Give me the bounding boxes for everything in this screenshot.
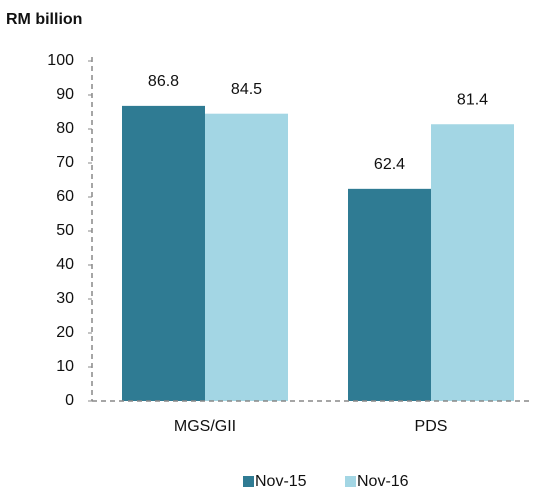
data-label: 86.8 — [148, 73, 179, 90]
bar — [205, 113, 288, 401]
x-tick-label: PDS — [415, 418, 448, 435]
bar — [122, 105, 205, 401]
data-label: 84.5 — [231, 81, 262, 98]
y-tick-label: 90 — [56, 86, 74, 103]
data-label: 81.4 — [457, 91, 488, 108]
legend-label: Nov-16 — [357, 473, 409, 490]
legend-label: Nov-15 — [255, 473, 307, 490]
y-tick-label: 70 — [56, 154, 74, 171]
data-label: 62.4 — [374, 156, 405, 173]
y-tick-label: 100 — [47, 52, 74, 69]
legend-swatch — [243, 476, 254, 487]
y-tick-label: 80 — [56, 120, 74, 137]
y-tick-label: 0 — [65, 392, 74, 409]
y-tick-label: 60 — [56, 188, 74, 205]
bar — [348, 188, 431, 401]
bar — [431, 124, 514, 402]
y-tick-label: 40 — [56, 256, 74, 273]
y-tick-label: 50 — [56, 222, 74, 239]
y-axis-title: RM billion — [6, 11, 82, 28]
legend-swatch — [345, 476, 356, 487]
x-tick-label: MGS/GII — [174, 418, 236, 435]
y-tick-label: 10 — [56, 358, 74, 375]
y-tick-label: 20 — [56, 324, 74, 341]
y-tick-label: 30 — [56, 290, 74, 307]
